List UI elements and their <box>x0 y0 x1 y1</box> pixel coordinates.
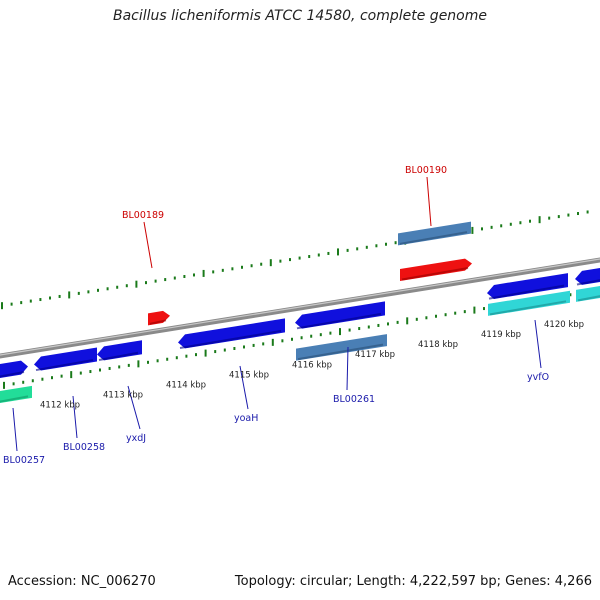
genome-summary-text: Topology: circular; Length: 4,222,597 bp… <box>234 574 592 589</box>
feature-cyan-1 <box>488 290 570 316</box>
kbp-tick-label: 4117 kbp <box>355 350 395 360</box>
leader-line <box>143 221 153 269</box>
leader-line <box>426 176 432 227</box>
leader-line <box>346 346 349 391</box>
leader-line <box>72 395 78 439</box>
label-leader-lines <box>12 176 542 452</box>
cds-feature-bl00261 <box>295 301 385 330</box>
cds-feature-yvfo <box>487 273 568 300</box>
gene-label: BL00261 <box>333 394 375 405</box>
cds-feature-next <box>575 268 600 286</box>
leader-line <box>12 407 18 452</box>
backbone-highlight <box>0 258 600 356</box>
map-title: Bacillus licheniformis ATCC 14580, compl… <box>113 8 487 24</box>
gene-label: BL00190 <box>405 165 447 176</box>
gene-label: BL00258 <box>63 442 105 453</box>
leader-line <box>239 365 249 410</box>
kbp-tick-label: 4114 kbp <box>166 380 206 390</box>
kbp-tick-label: 4119 kbp <box>481 330 521 340</box>
genome-backbone <box>0 257 600 359</box>
gene-label: yoaH <box>234 413 258 424</box>
gene-label: yvfO <box>527 372 549 383</box>
cds-feature-yxdj <box>97 340 142 361</box>
cds-feature-bl00258 <box>34 347 97 372</box>
feature-bl00257b <box>0 385 32 404</box>
accession-text: Accession: NC_006270 <box>8 574 156 589</box>
feature-reverse-1 <box>296 334 387 361</box>
kbp-tick-labels: 4112 kbp 4113 kbp 4114 kbp 4115 kbp 4116 kbp… <box>40 320 584 411</box>
leader-line <box>127 385 141 430</box>
cds-feature-bl00257a <box>0 360 28 379</box>
kbp-tick-label: 4116 kbp <box>292 360 332 370</box>
kbp-tick-label: 4113 kbp <box>103 391 143 401</box>
leader-line <box>534 319 542 369</box>
feature-cyan-2 <box>576 286 600 302</box>
feature-track <box>0 221 600 404</box>
gene-label: BL00257 <box>3 455 45 466</box>
kbp-tick-label: 4118 kbp <box>418 340 458 350</box>
outer-tick-ring <box>1 210 589 310</box>
rna-feature-bl00189 <box>148 310 170 326</box>
rna-feature-bl00190 <box>400 258 472 281</box>
kbp-tick-label: 4120 kbp <box>544 320 584 330</box>
gene-labels: BL00257 BL00258 yxdJ yoaH BL00261 yvfO BL00189… <box>3 165 549 466</box>
kbp-tick-label: 4115 kbp <box>229 370 269 380</box>
gene-label: yxdJ <box>126 433 146 444</box>
gene-label: BL00189 <box>122 210 164 221</box>
cds-feature-yoah <box>178 318 285 350</box>
kbp-tick-label: 4112 kbp <box>40 401 80 411</box>
backbone-line <box>0 257 600 359</box>
feature-reverse-2 <box>398 221 471 246</box>
